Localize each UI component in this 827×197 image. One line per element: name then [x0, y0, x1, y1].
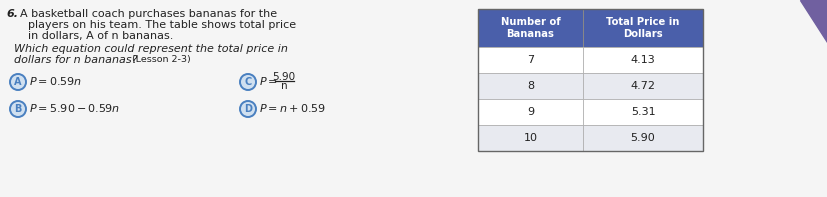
- Text: 5.90: 5.90: [631, 133, 655, 143]
- Text: 7: 7: [527, 55, 534, 65]
- Circle shape: [10, 74, 26, 90]
- FancyBboxPatch shape: [583, 125, 703, 151]
- FancyBboxPatch shape: [478, 73, 583, 99]
- Text: in dollars, A of n bananas.: in dollars, A of n bananas.: [28, 31, 174, 41]
- Text: 6.: 6.: [6, 9, 18, 19]
- Text: 9: 9: [527, 107, 534, 117]
- Text: Dollars: Dollars: [624, 29, 662, 39]
- FancyBboxPatch shape: [583, 73, 703, 99]
- FancyBboxPatch shape: [583, 99, 703, 125]
- Text: 5.31: 5.31: [631, 107, 655, 117]
- FancyBboxPatch shape: [478, 125, 583, 151]
- Text: 4.13: 4.13: [631, 55, 655, 65]
- Text: 8: 8: [527, 81, 534, 91]
- Text: C: C: [244, 77, 251, 87]
- Text: 4.72: 4.72: [630, 81, 656, 91]
- Text: Bananas: Bananas: [507, 29, 554, 39]
- Text: 10: 10: [523, 133, 538, 143]
- Polygon shape: [800, 0, 827, 42]
- Circle shape: [240, 74, 256, 90]
- FancyBboxPatch shape: [478, 9, 583, 47]
- Text: B: B: [14, 104, 22, 114]
- Text: Total Price in: Total Price in: [606, 17, 680, 27]
- FancyBboxPatch shape: [583, 47, 703, 73]
- FancyBboxPatch shape: [478, 47, 583, 73]
- Text: (Lesson 2-3): (Lesson 2-3): [132, 55, 191, 64]
- Text: dollars for n bananas?: dollars for n bananas?: [14, 55, 137, 65]
- Circle shape: [10, 101, 26, 117]
- Text: $P = n + 0.59$: $P = n + 0.59$: [259, 102, 326, 114]
- Text: 5.90: 5.90: [272, 72, 295, 82]
- Text: A basketball coach purchases bananas for the: A basketball coach purchases bananas for…: [20, 9, 277, 19]
- Text: Number of: Number of: [500, 17, 561, 27]
- Text: A: A: [14, 77, 22, 87]
- Text: D: D: [244, 104, 252, 114]
- Text: players on his team. The table shows total price: players on his team. The table shows tot…: [28, 20, 296, 30]
- Text: n: n: [280, 81, 287, 91]
- Circle shape: [240, 101, 256, 117]
- FancyBboxPatch shape: [583, 9, 703, 47]
- FancyBboxPatch shape: [478, 99, 583, 125]
- Text: $P=$: $P=$: [259, 75, 278, 87]
- Text: $P = 0.59n$: $P = 0.59n$: [29, 75, 82, 87]
- Text: $P = 5.90 - 0.59n$: $P = 5.90 - 0.59n$: [29, 102, 120, 114]
- Text: Which equation could represent the total price in: Which equation could represent the total…: [14, 44, 288, 54]
